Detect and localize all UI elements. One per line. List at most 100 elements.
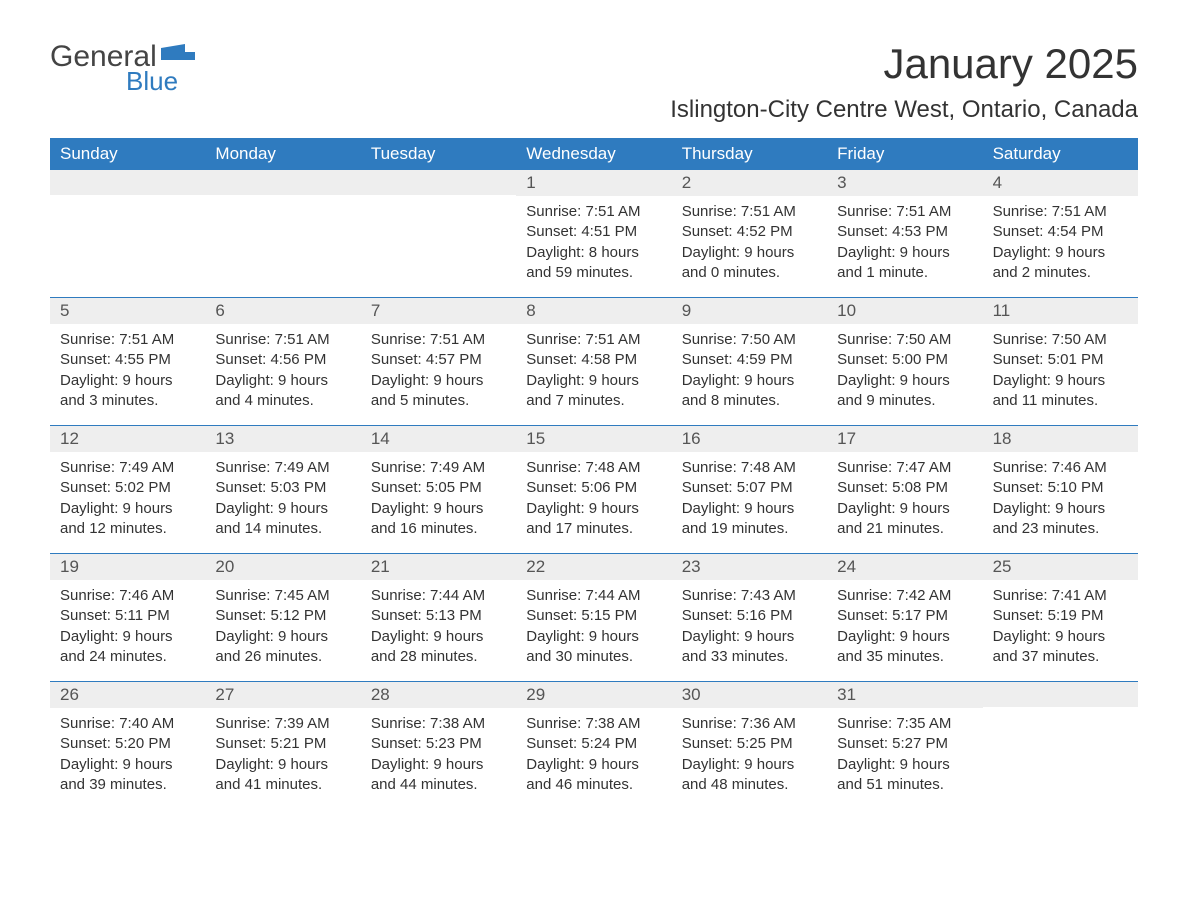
sunset-text: Sunset: 5:02 PM — [60, 478, 195, 498]
day-cell: 13Sunrise: 7:49 AMSunset: 5:03 PMDayligh… — [205, 426, 360, 553]
sunset-text: Sunset: 5:19 PM — [993, 606, 1128, 626]
day-body: Sunrise: 7:40 AMSunset: 5:20 PMDaylight:… — [50, 708, 205, 795]
day-cell: 5Sunrise: 7:51 AMSunset: 4:55 PMDaylight… — [50, 298, 205, 425]
daylight-text-2: and 3 minutes. — [60, 391, 195, 411]
day-cell: 19Sunrise: 7:46 AMSunset: 5:11 PMDayligh… — [50, 554, 205, 681]
daylight-text-2: and 59 minutes. — [526, 263, 661, 283]
daylight-text-1: Daylight: 9 hours — [371, 755, 506, 775]
daylight-text-1: Daylight: 9 hours — [837, 627, 972, 647]
daylight-text-2: and 48 minutes. — [682, 775, 817, 795]
day-body: Sunrise: 7:51 AMSunset: 4:53 PMDaylight:… — [827, 196, 982, 283]
day-cell — [50, 170, 205, 297]
daylight-text-1: Daylight: 9 hours — [993, 371, 1128, 391]
day-label-thu: Thursday — [672, 138, 827, 170]
day-cell: 20Sunrise: 7:45 AMSunset: 5:12 PMDayligh… — [205, 554, 360, 681]
sunset-text: Sunset: 4:51 PM — [526, 222, 661, 242]
daylight-text-2: and 7 minutes. — [526, 391, 661, 411]
daylight-text-2: and 51 minutes. — [837, 775, 972, 795]
day-number: 7 — [361, 298, 516, 324]
sunset-text: Sunset: 4:52 PM — [682, 222, 817, 242]
sunset-text: Sunset: 4:54 PM — [993, 222, 1128, 242]
sunset-text: Sunset: 5:06 PM — [526, 478, 661, 498]
flag-icon — [161, 44, 195, 66]
day-number: 20 — [205, 554, 360, 580]
day-body: Sunrise: 7:49 AMSunset: 5:02 PMDaylight:… — [50, 452, 205, 539]
sunrise-text: Sunrise: 7:46 AM — [60, 586, 195, 606]
day-cell: 8Sunrise: 7:51 AMSunset: 4:58 PMDaylight… — [516, 298, 671, 425]
day-label-sat: Saturday — [983, 138, 1138, 170]
sunset-text: Sunset: 5:16 PM — [682, 606, 817, 626]
sunrise-text: Sunrise: 7:50 AM — [993, 330, 1128, 350]
day-label-tue: Tuesday — [361, 138, 516, 170]
day-body: Sunrise: 7:49 AMSunset: 5:03 PMDaylight:… — [205, 452, 360, 539]
daylight-text-1: Daylight: 9 hours — [993, 499, 1128, 519]
day-number: 24 — [827, 554, 982, 580]
daylight-text-1: Daylight: 9 hours — [526, 371, 661, 391]
sunset-text: Sunset: 4:56 PM — [215, 350, 350, 370]
sunrise-text: Sunrise: 7:38 AM — [526, 714, 661, 734]
day-body: Sunrise: 7:51 AMSunset: 4:52 PMDaylight:… — [672, 196, 827, 283]
daylight-text-2: and 9 minutes. — [837, 391, 972, 411]
daylight-text-1: Daylight: 9 hours — [526, 499, 661, 519]
day-number — [361, 170, 516, 195]
sunrise-text: Sunrise: 7:51 AM — [526, 330, 661, 350]
sunrise-text: Sunrise: 7:48 AM — [526, 458, 661, 478]
day-cell — [983, 682, 1138, 809]
day-cell: 26Sunrise: 7:40 AMSunset: 5:20 PMDayligh… — [50, 682, 205, 809]
day-body: Sunrise: 7:44 AMSunset: 5:15 PMDaylight:… — [516, 580, 671, 667]
daylight-text-2: and 16 minutes. — [371, 519, 506, 539]
day-cell: 29Sunrise: 7:38 AMSunset: 5:24 PMDayligh… — [516, 682, 671, 809]
sunset-text: Sunset: 5:15 PM — [526, 606, 661, 626]
daylight-text-1: Daylight: 9 hours — [60, 755, 195, 775]
sunrise-text: Sunrise: 7:46 AM — [993, 458, 1128, 478]
day-body: Sunrise: 7:50 AMSunset: 5:01 PMDaylight:… — [983, 324, 1138, 411]
day-number: 21 — [361, 554, 516, 580]
daylight-text-2: and 0 minutes. — [682, 263, 817, 283]
day-label-mon: Monday — [205, 138, 360, 170]
day-cell: 14Sunrise: 7:49 AMSunset: 5:05 PMDayligh… — [361, 426, 516, 553]
day-number: 3 — [827, 170, 982, 196]
daylight-text-2: and 37 minutes. — [993, 647, 1128, 667]
sunrise-text: Sunrise: 7:40 AM — [60, 714, 195, 734]
daylight-text-2: and 35 minutes. — [837, 647, 972, 667]
sunrise-text: Sunrise: 7:42 AM — [837, 586, 972, 606]
sunset-text: Sunset: 5:07 PM — [682, 478, 817, 498]
day-body: Sunrise: 7:46 AMSunset: 5:10 PMDaylight:… — [983, 452, 1138, 539]
sunset-text: Sunset: 5:27 PM — [837, 734, 972, 754]
daylight-text-2: and 30 minutes. — [526, 647, 661, 667]
day-number — [50, 170, 205, 195]
day-number: 4 — [983, 170, 1138, 196]
day-number: 2 — [672, 170, 827, 196]
day-cell: 11Sunrise: 7:50 AMSunset: 5:01 PMDayligh… — [983, 298, 1138, 425]
day-number: 10 — [827, 298, 982, 324]
daylight-text-1: Daylight: 9 hours — [682, 243, 817, 263]
day-cell: 10Sunrise: 7:50 AMSunset: 5:00 PMDayligh… — [827, 298, 982, 425]
calendar-week: 19Sunrise: 7:46 AMSunset: 5:11 PMDayligh… — [50, 553, 1138, 681]
day-cell: 12Sunrise: 7:49 AMSunset: 5:02 PMDayligh… — [50, 426, 205, 553]
sunrise-text: Sunrise: 7:38 AM — [371, 714, 506, 734]
day-body: Sunrise: 7:38 AMSunset: 5:23 PMDaylight:… — [361, 708, 516, 795]
day-number: 1 — [516, 170, 671, 196]
daylight-text-1: Daylight: 9 hours — [60, 499, 195, 519]
sunrise-text: Sunrise: 7:41 AM — [993, 586, 1128, 606]
sunrise-text: Sunrise: 7:51 AM — [993, 202, 1128, 222]
location-label: Islington-City Centre West, Ontario, Can… — [670, 96, 1138, 124]
day-cell: 6Sunrise: 7:51 AMSunset: 4:56 PMDaylight… — [205, 298, 360, 425]
sunset-text: Sunset: 5:21 PM — [215, 734, 350, 754]
daylight-text-2: and 33 minutes. — [682, 647, 817, 667]
sunset-text: Sunset: 4:57 PM — [371, 350, 506, 370]
day-number: 12 — [50, 426, 205, 452]
day-cell: 23Sunrise: 7:43 AMSunset: 5:16 PMDayligh… — [672, 554, 827, 681]
sunrise-text: Sunrise: 7:44 AM — [526, 586, 661, 606]
day-number: 26 — [50, 682, 205, 708]
sunrise-text: Sunrise: 7:51 AM — [371, 330, 506, 350]
sunrise-text: Sunrise: 7:49 AM — [215, 458, 350, 478]
sunset-text: Sunset: 4:59 PM — [682, 350, 817, 370]
sunrise-text: Sunrise: 7:47 AM — [837, 458, 972, 478]
day-number: 16 — [672, 426, 827, 452]
day-number: 11 — [983, 298, 1138, 324]
day-number: 19 — [50, 554, 205, 580]
calendar-header: Sunday Monday Tuesday Wednesday Thursday… — [50, 138, 1138, 170]
day-number — [983, 682, 1138, 707]
sunrise-text: Sunrise: 7:43 AM — [682, 586, 817, 606]
